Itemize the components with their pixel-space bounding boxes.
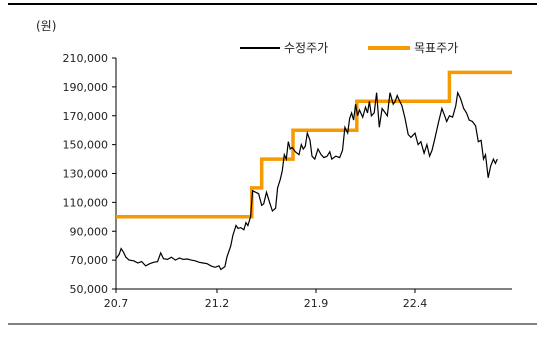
unit-label: (원) xyxy=(36,19,56,33)
y-tick-label: 130,000 xyxy=(63,168,109,181)
series-line-adjusted-price xyxy=(115,90,498,271)
series-line-target-price xyxy=(116,70,512,219)
legend-label-price: 수정주가 xyxy=(284,41,328,55)
legend-label-target: 목표주가 xyxy=(414,41,458,55)
y-tick-label: 50,000 xyxy=(70,283,109,296)
y-tick-label: 170,000 xyxy=(63,110,109,123)
legend: 수정주가 목표주가 xyxy=(240,41,458,55)
y-tick-label: 190,000 xyxy=(63,81,109,94)
y-tick-label: 110,000 xyxy=(63,196,109,209)
x-tick-label: 20.7 xyxy=(104,297,129,310)
x-tick-label: 21.9 xyxy=(304,297,329,310)
y-tick-label: 70,000 xyxy=(70,254,109,267)
plot-area: 50,000 70,000 90,000 110,000 130,000 150,000 1… xyxy=(63,52,512,310)
y-tick-label: 90,000 xyxy=(70,225,109,238)
x-tick-label: 21.2 xyxy=(205,297,230,310)
y-tick-label: 150,000 xyxy=(63,139,109,152)
y-tick-label: 210,000 xyxy=(63,52,109,65)
x-tick-label: 22.4 xyxy=(403,297,428,310)
